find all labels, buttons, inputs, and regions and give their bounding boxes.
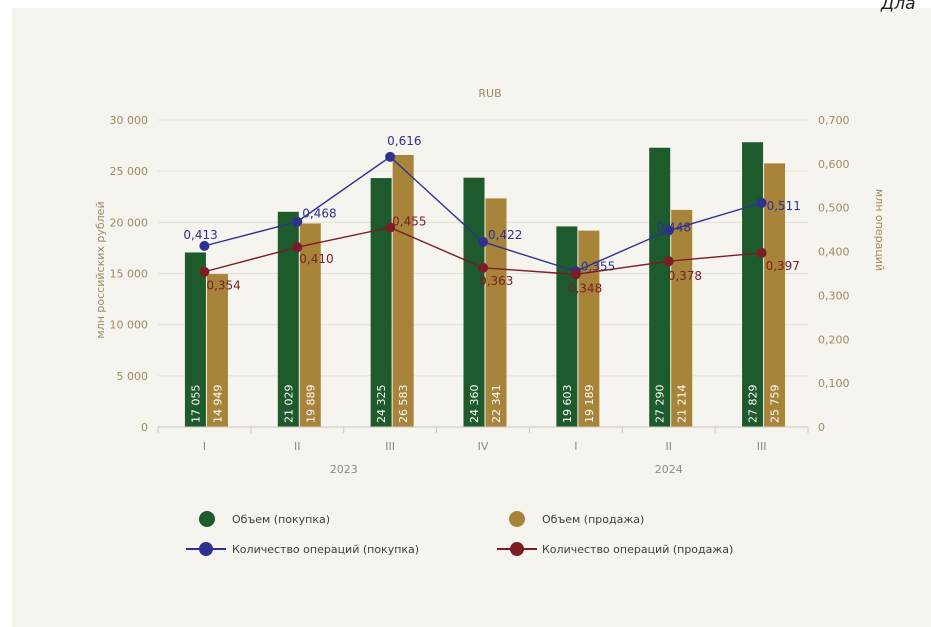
year-label: 2024 [655,463,683,476]
bar-value-label: 17 055 [189,385,202,424]
point-count-sell [199,266,210,277]
legend-marker-count-buy [199,542,213,556]
point-count-buy [385,151,396,162]
bar-value-label: 21 029 [282,385,295,424]
point-value-label: 0,410 [299,252,333,266]
point-value-label: 0,397 [766,259,800,273]
right-tick-label: 0,500 [818,202,850,215]
year-label: 2023 [330,463,358,476]
left-tick-label: 30 000 [110,114,149,127]
point-count-sell [570,269,581,280]
point-value-label: 0,511 [767,199,801,213]
point-value-label: 0,348 [568,281,602,295]
point-count-buy [478,236,488,247]
x-tick-label: III [757,440,767,453]
bar-value-label: 27 829 [747,385,760,424]
point-value-label: 0,363 [479,274,513,288]
right-tick-label: 0 [818,421,825,434]
bar-volume-buy [742,142,764,428]
x-tick-label: I [574,440,577,453]
right-axis-ticks: 0 0,100 0,200 0,300 0,400 0,500 0,600 0,700 [818,114,850,434]
point-value-label: 0,448 [657,221,691,235]
left-axis-title: млн российских рублей [94,201,107,338]
x-tick-label: III [385,440,395,453]
point-count-sell [292,242,303,253]
right-tick-label: 0,700 [818,114,850,127]
right-tick-label: 0,200 [818,333,850,346]
legend-label-count-buy: Количество операций (покупка) [232,543,419,556]
bar-volume-buy [370,178,392,427]
legend-marker-count-sell [510,542,524,556]
point-count-buy [756,197,767,208]
bar-value-label: 19 603 [561,385,574,424]
point-value-label: 0,413 [183,228,217,242]
right-tick-label: 0,400 [818,246,850,259]
point-value-label: 0,422 [488,228,522,242]
left-axis-ticks: 0 5 000 10 000 15 000 20 000 25 000 30 000 [110,114,149,434]
bar-volume-sell [764,163,786,427]
x-tick-label: II [294,440,301,453]
bar-volume-sell [671,209,693,427]
x-tick-label: IV [478,440,489,453]
legend-label-volume-sell: Объем (продажа) [542,513,644,526]
bar-value-label: 24 325 [375,385,388,424]
bar-volume-sell [392,154,414,428]
right-tick-label: 0,100 [818,377,850,390]
bar-value-label: 25 759 [769,385,782,424]
left-tick-label: 0 [141,421,148,434]
right-tick-label: 0,300 [818,289,850,302]
bar-volume-sell [206,274,228,427]
point-value-label: 0,616 [387,134,421,148]
corner-caption: Дла [881,0,916,14]
bar-value-label: 21 214 [676,385,689,424]
bar-value-label: 19 189 [583,385,596,424]
bar-volume-buy [277,211,299,427]
legend-label-count-sell: Количество операций (продажа) [542,543,733,556]
bar-volume-sell [299,223,321,427]
point-count-sell [756,247,767,258]
legend: Объем (покупка) Объем (продажа) Количество… [186,511,733,556]
point-value-label: 0,378 [668,269,702,283]
bar-value-label: 14 949 [211,385,224,424]
left-tick-label: 5 000 [117,370,149,383]
point-count-sell [385,222,396,233]
point-value-label: 0,455 [392,214,426,228]
point-count-buy [663,225,674,236]
x-tick-label: I [203,440,206,453]
legend-marker-volume-buy [199,511,215,527]
bar-volume-buy [184,252,206,427]
bar-value-label: 27 290 [654,385,667,424]
bar-value-label: 24 360 [468,385,481,424]
point-count-sell [478,262,488,273]
unit-label: RUB [478,87,501,100]
lines: 0,4130,4680,6160,4220,3550,4480,5110,354… [183,134,801,296]
point-value-label: 0,468 [302,207,336,221]
legend-label-volume-buy: Объем (покупка) [232,513,330,526]
point-count-buy [199,240,210,251]
bar-volume-buy [649,147,671,427]
legend-marker-volume-sell [509,511,525,527]
right-tick-label: 0,600 [818,158,850,171]
point-value-label: 0,354 [206,279,240,293]
bar-volume-sell [485,198,507,427]
x-tick-label: II [665,440,672,453]
bars: 17 055 21 029 24 325 24 360 19 603 27 290 27 8… [184,142,786,428]
left-tick-label: 25 000 [110,165,149,178]
bar-value-label: 22 341 [490,385,503,424]
right-axis-title: млн операций [873,189,886,271]
point-count-buy [292,216,303,227]
bar-value-label: 26 583 [397,385,410,424]
bar-value-label: 19 889 [304,385,317,424]
left-tick-label: 15 000 [110,268,149,281]
left-tick-label: 20 000 [110,216,149,229]
left-tick-label: 10 000 [110,319,149,332]
point-count-sell [663,256,674,267]
bar-volume-sell [578,230,600,427]
